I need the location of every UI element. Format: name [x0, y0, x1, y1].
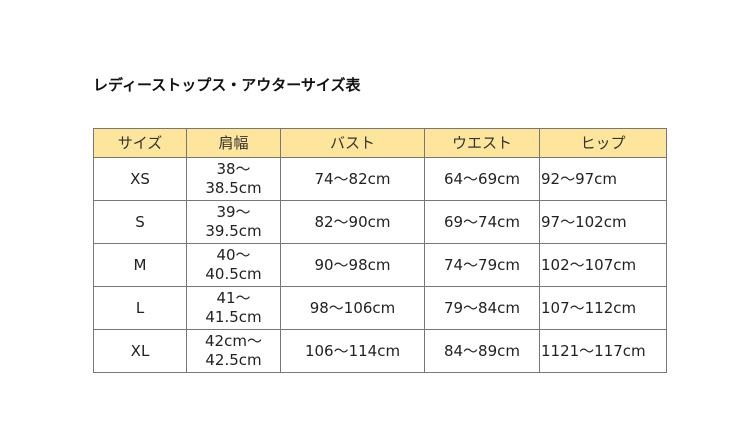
table-row: M 40〜 40.5cm 90〜98cm 74〜79cm 102〜107cm [93, 243, 667, 287]
cell-line: 40.5cm [205, 265, 262, 283]
header-row: サイズ 肩幅 バスト ウエスト ヒップ [93, 128, 667, 158]
cell-bust: 74〜82cm [280, 157, 425, 201]
header-size: サイズ [93, 128, 187, 158]
cell-shoulder: 39〜 39.5cm [186, 200, 281, 244]
table-row: L 41〜 41.5cm 98〜106cm 79〜84cm 107〜112cm [93, 286, 667, 330]
cell-shoulder: 38〜 38.5cm [186, 157, 281, 201]
cell-shoulder: 40〜 40.5cm [186, 243, 281, 287]
cell-line: 38〜 [216, 160, 251, 178]
cell-line: 42cm〜 [205, 332, 262, 350]
header-shoulder: 肩幅 [186, 128, 281, 158]
cell-hip: 1121〜117cm [539, 329, 667, 373]
cell-bust: 98〜106cm [280, 286, 425, 330]
cell-size: L [93, 286, 187, 330]
cell-line: 39〜 [216, 203, 251, 221]
header-hip: ヒップ [539, 128, 667, 158]
cell-waist: 84〜89cm [424, 329, 540, 373]
cell-hip: 92〜97cm [539, 157, 667, 201]
cell-waist: 79〜84cm [424, 286, 540, 330]
header-waist: ウエスト [424, 128, 540, 158]
cell-waist: 64〜69cm [424, 157, 540, 201]
size-table: サイズ 肩幅 バスト ウエスト ヒップ XS 38〜 38.5cm 74〜82cm 64… [93, 128, 667, 373]
cell-size: M [93, 243, 187, 287]
cell-bust: 82〜90cm [280, 200, 425, 244]
cell-bust: 90〜98cm [280, 243, 425, 287]
cell-shoulder: 42cm〜 42.5cm [186, 329, 281, 373]
cell-waist: 69〜74cm [424, 200, 540, 244]
table-row: S 39〜 39.5cm 82〜90cm 69〜74cm 97〜102cm [93, 200, 667, 244]
table-row: XL 42cm〜 42.5cm 106〜114cm 84〜89cm 1121〜117cm [93, 329, 667, 373]
cell-line: 41.5cm [205, 308, 262, 326]
cell-size: S [93, 200, 187, 244]
cell-hip: 102〜107cm [539, 243, 667, 287]
cell-waist: 74〜79cm [424, 243, 540, 287]
cell-line: 39.5cm [205, 222, 262, 240]
cell-hip: 107〜112cm [539, 286, 667, 330]
cell-line: 42.5cm [205, 351, 262, 369]
cell-shoulder: 41〜 41.5cm [186, 286, 281, 330]
cell-line: 41〜 [216, 289, 251, 307]
cell-line: 38.5cm [205, 179, 262, 197]
table-row: XS 38〜 38.5cm 74〜82cm 64〜69cm 92〜97cm [93, 157, 667, 201]
header-bust: バスト [280, 128, 425, 158]
cell-size: XL [93, 329, 187, 373]
cell-hip: 97〜102cm [539, 200, 667, 244]
cell-size: XS [93, 157, 187, 201]
cell-line: 40〜 [216, 246, 251, 264]
cell-bust: 106〜114cm [280, 329, 425, 373]
page-title: レディーストップス・アウターサイズ表 [93, 76, 361, 94]
